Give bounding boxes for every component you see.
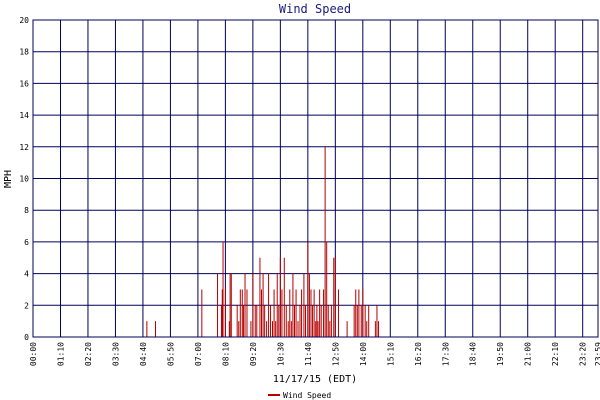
x-tick-label: 02:20 xyxy=(84,342,93,366)
x-axis-label: 11/17/15 (EDT) xyxy=(273,374,357,385)
y-tick-label: 20 xyxy=(19,16,29,25)
y-tick-label: 10 xyxy=(19,175,29,184)
legend-label: Wind Speed xyxy=(283,391,331,400)
y-axis-label: MPH xyxy=(3,170,14,188)
x-tick-label: 04:40 xyxy=(139,342,148,366)
y-tick-label: 4 xyxy=(24,270,29,279)
plot-frame xyxy=(32,19,599,338)
y-tick-label: 8 xyxy=(24,206,29,215)
x-axis-ticks: 00:00 01:10 02:20 03:30 04:40 05:50 07:00 08:10… xyxy=(29,342,600,366)
x-tick-label: 08:10 xyxy=(221,342,230,366)
y-tick-label: 0 xyxy=(24,333,29,342)
x-tick-label: 12:50 xyxy=(331,342,340,366)
x-tick-label: 16:20 xyxy=(414,342,423,366)
x-tick-label: 18:40 xyxy=(469,342,478,366)
x-tick-label: 23:59 xyxy=(594,342,600,366)
x-tick-label: 03:30 xyxy=(111,342,120,366)
x-tick-label: 23:20 xyxy=(579,342,588,366)
x-tick-label: 10:30 xyxy=(276,342,285,366)
y-axis-ticks: 0 2 4 6 8 10 12 14 16 18 20 xyxy=(19,16,29,342)
y-tick-label: 6 xyxy=(24,238,29,247)
x-tick-label: 00:00 xyxy=(29,342,38,366)
y-tick-label: 14 xyxy=(19,111,29,120)
x-tick-label: 17:30 xyxy=(441,342,450,366)
x-tick-label: 22:10 xyxy=(551,342,560,366)
chart-title: Wind Speed xyxy=(279,2,351,16)
legend: Wind Speed xyxy=(268,391,331,400)
grid-lines xyxy=(33,19,598,338)
x-tick-label: 14:00 xyxy=(359,342,368,366)
x-tick-label: 15:10 xyxy=(386,342,395,366)
x-tick-label: 11:40 xyxy=(304,342,313,366)
x-tick-label: 05:50 xyxy=(166,342,175,366)
y-tick-label: 16 xyxy=(19,79,29,88)
x-tick-label: 01:10 xyxy=(56,342,65,366)
y-tick-label: 2 xyxy=(24,301,29,310)
x-tick-label: 19:50 xyxy=(496,342,505,366)
x-tick-label: 21:00 xyxy=(524,342,533,366)
y-tick-label: 12 xyxy=(19,143,29,152)
x-tick-label: 07:00 xyxy=(194,342,203,366)
x-tick-label: 09:20 xyxy=(249,342,258,366)
data-bars xyxy=(146,146,380,337)
y-tick-label: 18 xyxy=(19,48,29,57)
